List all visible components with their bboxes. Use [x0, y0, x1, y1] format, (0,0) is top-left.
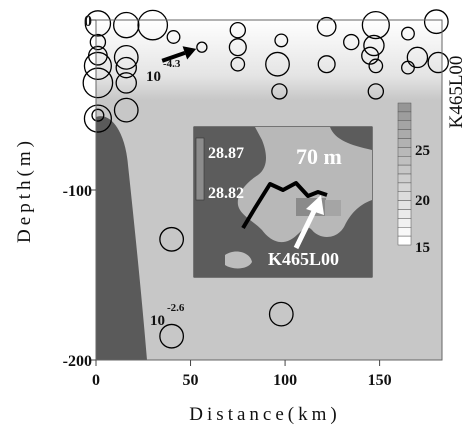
inset-colorbar: 25 20 15 — [397, 102, 430, 256]
data-point-12 — [401, 26, 415, 41]
section-label: K465L00 — [446, 56, 467, 129]
x-tick-label-2: 50 — [183, 372, 199, 389]
data-point-18 — [361, 46, 380, 65]
x-axis-label: Distance(km) — [189, 404, 340, 425]
surface-gradient — [96, 20, 442, 100]
colorbar-cell-16 — [397, 235, 412, 246]
colorbar-cell-3 — [397, 120, 412, 130]
data-point-1 — [84, 10, 112, 37]
plot-area — [96, 20, 442, 360]
colorbar-cell-13 — [397, 209, 412, 219]
inset-contour-label-1: 28.87 — [208, 145, 244, 162]
data-point-11 — [343, 33, 360, 51]
x-tick-label-3: 100 — [273, 372, 297, 389]
inset-section-track — [241, 181, 328, 230]
data-point-17 — [113, 44, 139, 70]
data-point-9 — [166, 30, 181, 44]
data-point-2 — [113, 11, 140, 39]
data-point-8 — [89, 33, 107, 51]
inset-depth-title: 70 m — [296, 144, 342, 169]
data-point-26 — [401, 60, 415, 75]
reference-arrow — [161, 46, 197, 63]
data-point-22 — [230, 56, 246, 72]
data-point-10 — [274, 33, 289, 48]
inset-map: 28.87 28.82 70 m K465L00 — [193, 126, 373, 278]
data-point-6 — [361, 11, 390, 40]
data-point-35 — [159, 226, 185, 252]
data-point-36 — [268, 301, 294, 327]
inset-color-patch-2 — [325, 200, 341, 216]
data-point-14 — [228, 38, 247, 57]
data-point-19 — [406, 46, 429, 69]
data-points — [82, 9, 449, 349]
y-axis: 0 -100 -200 — [63, 13, 96, 370]
colorbar-cell-8 — [397, 164, 412, 175]
colorbar-cell-5 — [397, 138, 412, 148]
data-point-5 — [316, 16, 337, 37]
colorbar-tick-3: 15 — [415, 240, 430, 256]
y-tick-label-1: 0 — [84, 13, 92, 30]
data-point-25 — [368, 58, 384, 74]
legend-lower: 10 -2.6 — [150, 302, 185, 329]
data-point-15 — [363, 34, 385, 57]
colorbar-tick-1: 25 — [415, 143, 430, 159]
data-point-20 — [83, 51, 112, 80]
data-point-13 — [196, 41, 208, 53]
legend-upper-base: 10 — [146, 69, 161, 85]
colorbar-cell-4 — [397, 129, 412, 139]
data-point-31 — [367, 83, 385, 100]
y-tick-label-3: -200 — [63, 353, 92, 370]
colorbar-cell-6 — [397, 147, 412, 157]
y-tick-label-2: -100 — [63, 183, 92, 200]
data-point-34 — [83, 104, 112, 133]
data-point-29 — [115, 72, 137, 94]
data-point-37 — [159, 323, 185, 349]
colorbar-cell-12 — [397, 200, 412, 210]
inset-station-arrow — [293, 195, 324, 250]
colorbar-cell-9 — [397, 173, 412, 184]
data-point-27 — [427, 51, 449, 74]
inset-station-label: K465L00 — [268, 249, 339, 269]
legend-lower-exponent: -2.6 — [167, 302, 185, 314]
colorbar-tick-2: 20 — [415, 193, 430, 209]
data-point-33 — [113, 97, 139, 123]
legend-lower-base: 10 — [150, 313, 165, 329]
colorbar-cell-10 — [397, 182, 412, 192]
inset-scale-strip — [195, 137, 205, 201]
x-axis: 0 50 100 150 — [92, 360, 392, 389]
data-point-30 — [271, 83, 288, 100]
data-point-28 — [82, 67, 114, 99]
data-point-7 — [423, 9, 449, 35]
colorbar-cell-7 — [397, 156, 412, 166]
legend-upper-exponent: -4.3 — [163, 58, 181, 70]
inset-contour-label-2: 28.82 — [208, 185, 244, 202]
data-point-21 — [115, 56, 137, 79]
data-point-23 — [265, 51, 290, 77]
colorbar-cell-14 — [397, 218, 412, 228]
data-point-24 — [317, 55, 336, 74]
legend-upper: 10 -4.3 — [146, 58, 181, 85]
y-axis-label: Depth(m) — [14, 137, 35, 243]
x-tick-label-1: 0 — [92, 372, 100, 389]
colorbar-cell-2 — [397, 111, 412, 121]
x-tick-label-4: 150 — [368, 372, 392, 389]
colorbar-cell-11 — [397, 191, 412, 201]
data-point-4 — [229, 21, 247, 39]
data-point-32 — [91, 108, 105, 122]
colorbar-cell-15 — [397, 227, 412, 237]
data-point-3 — [137, 9, 169, 41]
colorbar-cell-1 — [397, 102, 412, 113]
inset-island — [225, 251, 252, 269]
continental-slope — [96, 116, 147, 360]
